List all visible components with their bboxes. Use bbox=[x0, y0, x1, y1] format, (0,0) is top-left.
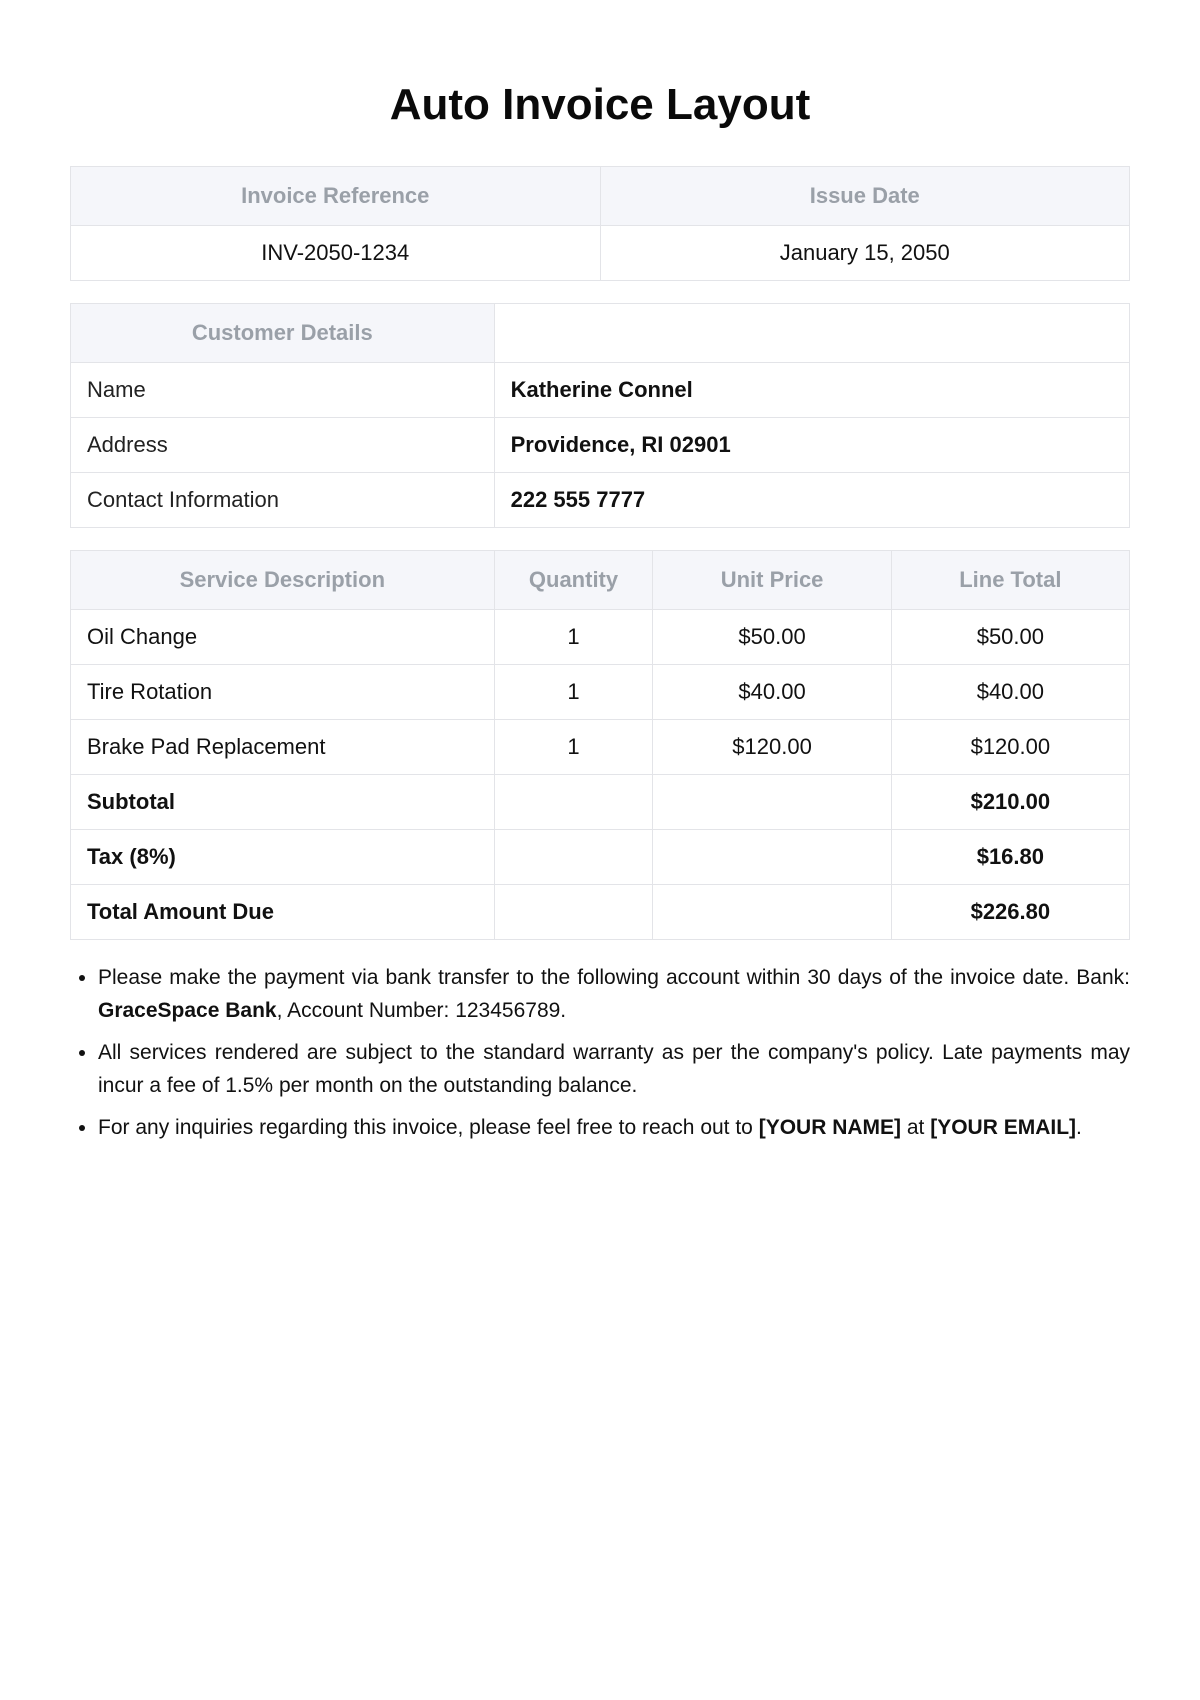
table-row: Tire Rotation 1 $40.00 $40.00 bbox=[71, 665, 1130, 720]
blank-cell bbox=[653, 885, 891, 940]
services-table: Service Description Quantity Unit Price … bbox=[70, 550, 1130, 940]
customer-address-label: Address bbox=[71, 418, 495, 473]
issue-date-header: Issue Date bbox=[600, 167, 1130, 226]
invoice-ref-header: Invoice Reference bbox=[71, 167, 601, 226]
blank-cell bbox=[494, 830, 653, 885]
blank-cell bbox=[494, 775, 653, 830]
note-payment: Please make the payment via bank transfe… bbox=[98, 962, 1130, 1027]
note-your-email: [YOUR EMAIL] bbox=[930, 1116, 1076, 1139]
customer-name-label: Name bbox=[71, 363, 495, 418]
svc-header-line: Line Total bbox=[891, 551, 1129, 610]
svc-unit: $120.00 bbox=[653, 720, 891, 775]
tax-label: Tax (8%) bbox=[71, 830, 495, 885]
customer-contact-label: Contact Information bbox=[71, 473, 495, 528]
customer-details-header: Customer Details bbox=[71, 304, 495, 363]
customer-contact-value: 222 555 7777 bbox=[494, 473, 1129, 528]
note-warranty: All services rendered are subject to the… bbox=[98, 1037, 1130, 1102]
summary-row-subtotal: Subtotal $210.00 bbox=[71, 775, 1130, 830]
total-value: $226.80 bbox=[891, 885, 1129, 940]
note-text: . bbox=[1076, 1116, 1082, 1139]
invoice-ref-value: INV-2050-1234 bbox=[71, 226, 601, 281]
svc-header-qty: Quantity bbox=[494, 551, 653, 610]
svc-line: $50.00 bbox=[891, 610, 1129, 665]
total-label: Total Amount Due bbox=[71, 885, 495, 940]
svc-header-unit: Unit Price bbox=[653, 551, 891, 610]
note-text: , Account Number: 123456789. bbox=[277, 999, 567, 1022]
svc-qty: 1 bbox=[494, 610, 653, 665]
subtotal-label: Subtotal bbox=[71, 775, 495, 830]
customer-address-value: Providence, RI 02901 bbox=[494, 418, 1129, 473]
customer-name-value: Katherine Connel bbox=[494, 363, 1129, 418]
summary-row-tax: Tax (8%) $16.80 bbox=[71, 830, 1130, 885]
svc-desc: Oil Change bbox=[71, 610, 495, 665]
issue-date-value: January 15, 2050 bbox=[600, 226, 1130, 281]
note-text: at bbox=[901, 1116, 930, 1139]
table-row: Contact Information 222 555 7777 bbox=[71, 473, 1130, 528]
svc-desc: Brake Pad Replacement bbox=[71, 720, 495, 775]
svc-line: $120.00 bbox=[891, 720, 1129, 775]
blank-cell bbox=[494, 885, 653, 940]
blank-cell bbox=[653, 775, 891, 830]
customer-blank-header bbox=[494, 304, 1129, 363]
customer-table: Customer Details Name Katherine Connel A… bbox=[70, 303, 1130, 528]
invoice-meta-table: Invoice Reference Issue Date INV-2050-12… bbox=[70, 166, 1130, 281]
note-bank-name: GraceSpace Bank bbox=[98, 999, 277, 1022]
note-your-name: [YOUR NAME] bbox=[759, 1116, 901, 1139]
svc-desc: Tire Rotation bbox=[71, 665, 495, 720]
table-row: Name Katherine Connel bbox=[71, 363, 1130, 418]
summary-row-total: Total Amount Due $226.80 bbox=[71, 885, 1130, 940]
note-text: Please make the payment via bank transfe… bbox=[98, 966, 1130, 989]
table-row: Brake Pad Replacement 1 $120.00 $120.00 bbox=[71, 720, 1130, 775]
svc-header-desc: Service Description bbox=[71, 551, 495, 610]
svc-qty: 1 bbox=[494, 720, 653, 775]
subtotal-value: $210.00 bbox=[891, 775, 1129, 830]
table-row: Oil Change 1 $50.00 $50.00 bbox=[71, 610, 1130, 665]
table-row: Address Providence, RI 02901 bbox=[71, 418, 1130, 473]
svc-unit: $40.00 bbox=[653, 665, 891, 720]
svc-qty: 1 bbox=[494, 665, 653, 720]
svc-line: $40.00 bbox=[891, 665, 1129, 720]
note-text: For any inquiries regarding this invoice… bbox=[98, 1116, 759, 1139]
note-contact: For any inquiries regarding this invoice… bbox=[98, 1112, 1130, 1145]
tax-value: $16.80 bbox=[891, 830, 1129, 885]
page-title: Auto Invoice Layout bbox=[70, 80, 1130, 130]
blank-cell bbox=[653, 830, 891, 885]
svc-unit: $50.00 bbox=[653, 610, 891, 665]
notes-list: Please make the payment via bank transfe… bbox=[70, 962, 1130, 1145]
